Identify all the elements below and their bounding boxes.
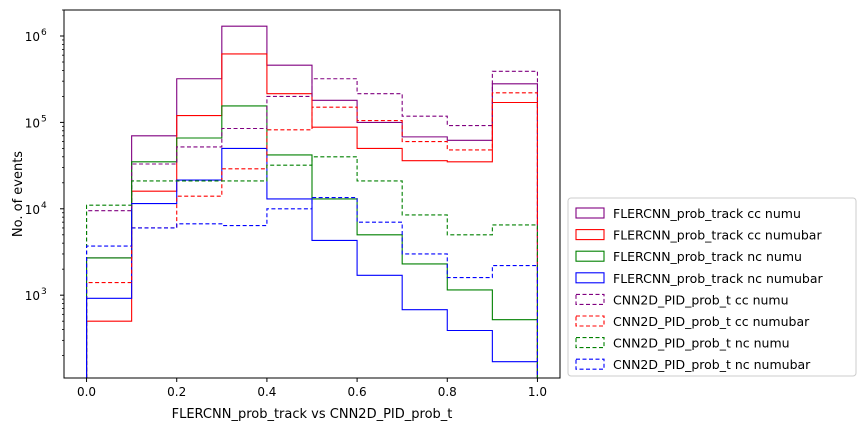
legend-label: FLERCNN_prob_track cc numubar: [613, 228, 822, 243]
legend-label: CNN2D_PID_prob_t cc numubar: [613, 314, 810, 329]
legend-swatch: [575, 358, 605, 370]
legend-swatch: [575, 272, 605, 284]
legend-swatch: [575, 337, 605, 349]
legend-swatch: [575, 250, 605, 262]
x-tick-label: 1.0: [528, 385, 547, 399]
legend-label: CNN2D_PID_prob_t cc numu: [613, 292, 789, 307]
x-tick-label: 0.2: [167, 385, 186, 399]
y-tick-label: 10: [25, 30, 40, 44]
legend-label: CNN2D_PID_prob_t nc numubar: [613, 357, 811, 372]
series-8-step-line: [86, 196, 538, 378]
legend-label: CNN2D_PID_prob_t nc numu: [613, 336, 790, 351]
y-tick-exponent: 3: [41, 287, 47, 297]
y-tick-exponent: 4: [41, 201, 47, 211]
x-tick-label: 0.6: [348, 385, 367, 399]
x-axis: 0.0 0.2 0.4 0.6 0.8 1.0: [77, 378, 547, 399]
y-tick-exponent: 5: [41, 114, 47, 124]
legend-swatch: [575, 315, 605, 327]
series-2-step-line: [86, 53, 538, 378]
legend-label: FLERCNN_prob_track nc numubar: [613, 271, 824, 286]
y-tick-label: 10: [25, 203, 40, 217]
plot-frame: [63, 9, 561, 379]
legend: FLERCNN_prob_track cc numu FLERCNN_prob_t…: [567, 197, 857, 377]
series-5-step-line: [86, 70, 538, 378]
legend-swatch: [575, 207, 605, 219]
legend-frame: [567, 197, 857, 377]
x-tick-label: 0.0: [77, 385, 96, 399]
x-tick-label: 0.8: [438, 385, 457, 399]
legend-label: FLERCNN_prob_track nc numu: [613, 249, 802, 264]
series-4-step-line: [86, 147, 538, 378]
series-layer: [86, 25, 538, 378]
y-tick-label: 10: [25, 116, 40, 130]
series-7-step-line: [86, 156, 538, 378]
legend-swatch: [575, 229, 605, 241]
y-tick-exponent: 6: [41, 28, 47, 38]
legend-label: FLERCNN_prob_track cc numu: [613, 206, 801, 221]
series-3-step-line: [86, 105, 538, 378]
x-tick-label: 0.4: [257, 385, 276, 399]
y-axis-label: No. of events: [11, 151, 26, 237]
y-tick-label: 10: [25, 289, 40, 303]
legend-swatch: [575, 293, 605, 305]
x-axis-label: FLERCNN_prob_track vs CNN2D_PID_prob_t: [172, 407, 453, 422]
